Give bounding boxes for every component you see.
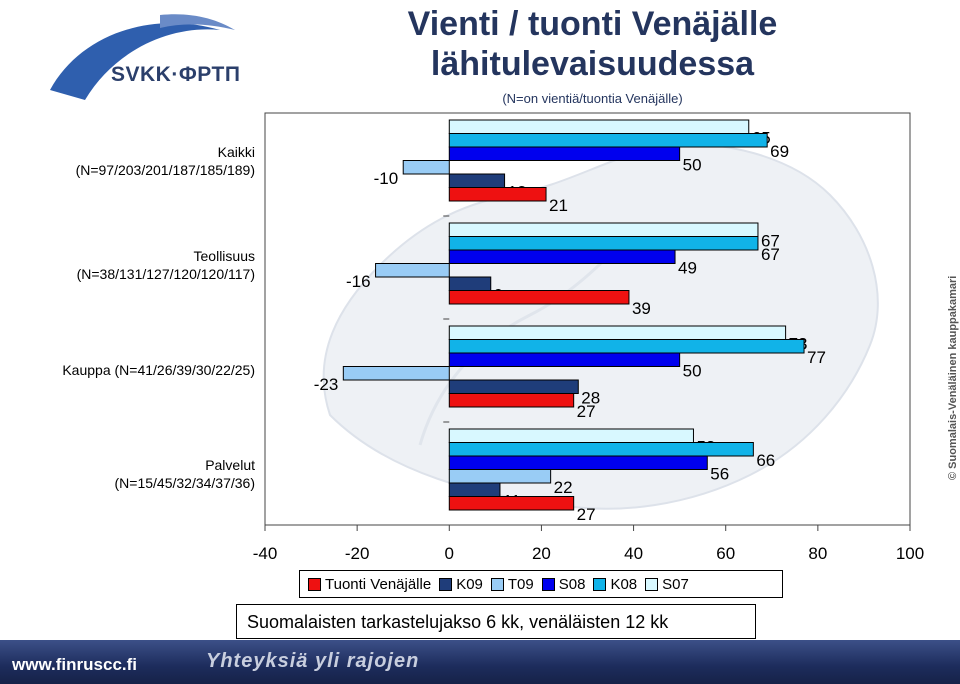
bar-s08 (448, 352, 681, 367)
bar-value-label: 67 (761, 232, 780, 251)
bar-k08 (448, 236, 759, 251)
bar-value-label: 39 (632, 299, 651, 318)
legend-label: Tuonti Venäjälle (325, 575, 432, 593)
bar-k09 (448, 482, 501, 497)
footer-bar: www.finruscc.fi Yhteyksiä yli rajojen (0, 640, 960, 684)
legend-label: K09 (456, 575, 483, 593)
bar-s07 (448, 119, 750, 134)
bar-s08 (448, 455, 708, 470)
legend-swatch (645, 577, 659, 591)
category-label-palvelut: Palvelut (N=15/45/32/34/37/36) (5, 456, 256, 492)
bar-tuonti-venäjälle (448, 496, 575, 511)
chart-legend: Tuonti Venäjälle K09 T09 S08 K08 S07 (299, 570, 783, 598)
legend-item-s07: S07 (645, 576, 689, 593)
logo-text: SVKK·ФРТП (111, 63, 241, 86)
legend-item-k09: K09 (439, 576, 483, 593)
category-label-line: Kaikki (217, 144, 255, 160)
category-label-line: (N=97/203/201/187/185/189) (75, 162, 255, 178)
x-axis-tick-label: 60 (716, 544, 735, 563)
category-label-line: (N=38/131/127/120/120/117) (76, 266, 255, 282)
bar-value-label: 22 (554, 478, 573, 497)
bar-value-label: 67 (761, 245, 780, 264)
legend-swatch (308, 577, 321, 591)
bar-s08 (448, 249, 676, 264)
bar-t09 (342, 366, 450, 381)
legend-swatch (490, 577, 504, 591)
bar-value-label: 50 (683, 362, 702, 381)
bar-t09 (375, 263, 450, 278)
bar-k09 (448, 379, 579, 394)
bar-tuonti-venäjälle (448, 393, 575, 408)
bar-k09 (448, 173, 506, 188)
legend-item-tuonti: Tuonti Venäjälle (308, 576, 431, 593)
legend-item-k08: K08 (593, 576, 637, 593)
title-line-2: lähitulevaisuudessa (430, 45, 755, 83)
category-label-kauppa: Kauppa (N=41/26/39/30/22/25) (5, 361, 255, 379)
category-label-line: (N=15/45/32/34/37/36) (114, 475, 256, 491)
bar-value-label: -10 (374, 169, 399, 188)
legend-swatch (541, 577, 555, 591)
chart-subtitle: (N=on vientiä/tuontia Venäjälle) (502, 91, 683, 106)
chart-title: Vienti / tuonti Venäjälle lähitulevaisuu… (345, 4, 840, 84)
bar-value-label: 69 (770, 142, 789, 161)
category-label-teollisuus: Teollisuus (N=38/131/127/120/120/117) (5, 247, 255, 283)
category-label-line: Teollisuus (193, 248, 255, 264)
x-axis-tick-label: 20 (532, 544, 551, 563)
bar-value-label: 21 (549, 196, 568, 215)
bar-value-label: -16 (346, 272, 371, 291)
legend-label: K08 (610, 575, 638, 593)
copyright-side-text: © Suomalais-Venäläinen kauppakamari (947, 276, 959, 480)
legend-label: S08 (558, 575, 586, 593)
period-note: Suomalaisten tarkastelujakso 6 kk, venäl… (236, 604, 756, 639)
title-line-1: Vienti / tuonti Venäjälle (407, 5, 778, 43)
bar-s07 (448, 222, 759, 237)
bar-chart: -40-200204060801006567735369677766504950… (253, 112, 924, 563)
svkk-logo (50, 14, 235, 100)
bar-k08 (448, 442, 754, 457)
footer-slogan: Yhteyksiä yli rajojen (206, 650, 420, 672)
x-axis-tick-label: 0 (445, 544, 454, 563)
legend-item-s08: S08 (541, 575, 586, 593)
bar-value-label: 27 (577, 505, 596, 524)
footer-url-link[interactable]: www.finruscc.fi (12, 655, 138, 674)
bar-t09 (402, 160, 450, 175)
bar-s07 (448, 325, 787, 340)
bar-tuonti-venäjälle (448, 290, 630, 305)
bar-s08 (448, 146, 681, 161)
bar-value-label: 27 (577, 402, 596, 421)
legend-label: T09 (507, 575, 534, 593)
legend-swatch (593, 577, 607, 591)
bar-value-label: 49 (678, 259, 697, 278)
bar-k08 (448, 133, 768, 148)
bar-value-label: 56 (710, 465, 729, 484)
category-label-kaikki: Kaikki (N=97/203/201/187/185/189) (5, 143, 255, 179)
bar-value-label: 77 (807, 348, 826, 367)
x-axis-tick-label: 100 (896, 544, 924, 563)
bar-value-label: 50 (683, 156, 702, 175)
bar-value-label: 28 (581, 389, 600, 408)
x-axis-tick-label: -20 (345, 544, 370, 563)
legend-label: S07 (662, 575, 689, 593)
bar-k08 (448, 339, 805, 354)
bar-s07 (448, 428, 694, 443)
bar-tuonti-venäjälle (448, 187, 547, 202)
bar-value-label: -23 (314, 375, 339, 394)
category-label-line: Palvelut (205, 457, 255, 473)
x-axis-tick-label: -40 (253, 544, 278, 563)
x-axis-tick-label: 80 (808, 544, 827, 563)
bar-value-label: 66 (756, 451, 775, 470)
copyright-text: © Suomalais-Venäläinen kauppakamari (947, 276, 959, 480)
bar-k09 (448, 276, 492, 291)
legend-swatch (439, 577, 453, 591)
bar-t09 (448, 469, 552, 484)
plot-area-frame (264, 112, 911, 526)
legend-item-t09: T09 (490, 575, 534, 593)
category-label-line: Kauppa (N=41/26/39/30/22/25) (62, 362, 255, 378)
x-axis-tick-label: 40 (624, 544, 643, 563)
